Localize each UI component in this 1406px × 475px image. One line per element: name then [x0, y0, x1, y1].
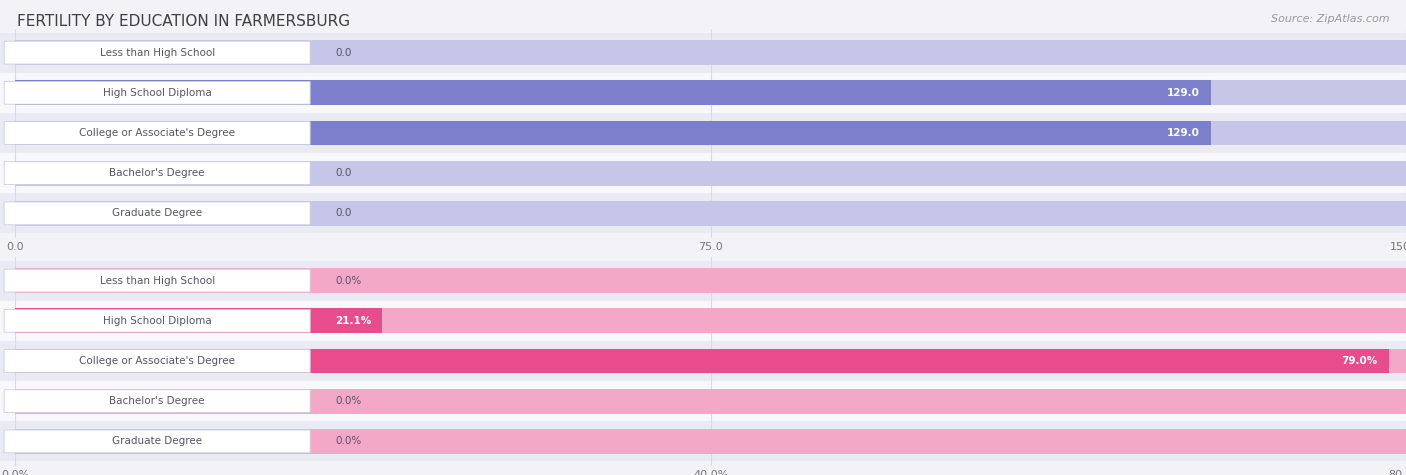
Text: 0.0%: 0.0%	[335, 396, 361, 406]
Text: High School Diploma: High School Diploma	[103, 316, 211, 326]
Bar	[15, 80, 1212, 105]
Text: 21.1%: 21.1%	[335, 316, 371, 326]
Bar	[0, 341, 1406, 381]
FancyBboxPatch shape	[4, 390, 311, 413]
Bar	[0, 381, 1406, 421]
FancyBboxPatch shape	[4, 162, 311, 185]
Text: 0.0: 0.0	[335, 48, 352, 57]
Bar	[0, 73, 1406, 113]
Text: High School Diploma: High School Diploma	[103, 88, 211, 98]
Bar	[15, 121, 1406, 145]
Bar	[15, 80, 1406, 105]
Text: 79.0%: 79.0%	[1341, 356, 1378, 366]
Text: 129.0: 129.0	[1167, 88, 1201, 98]
FancyBboxPatch shape	[4, 81, 311, 104]
Bar	[15, 308, 382, 333]
Text: Source: ZipAtlas.com: Source: ZipAtlas.com	[1271, 14, 1389, 24]
FancyBboxPatch shape	[4, 269, 311, 292]
FancyBboxPatch shape	[4, 202, 311, 225]
Bar	[15, 389, 1406, 414]
Text: 0.0%: 0.0%	[335, 437, 361, 446]
Text: Less than High School: Less than High School	[100, 48, 215, 57]
Text: College or Associate's Degree: College or Associate's Degree	[79, 128, 235, 138]
Text: Less than High School: Less than High School	[100, 276, 215, 285]
Bar	[15, 40, 1406, 65]
Text: Graduate Degree: Graduate Degree	[112, 209, 202, 218]
Text: Bachelor's Degree: Bachelor's Degree	[110, 168, 205, 178]
Bar	[0, 32, 1406, 73]
Bar	[0, 260, 1406, 301]
Text: 0.0%: 0.0%	[335, 276, 361, 285]
Bar	[15, 121, 1212, 145]
FancyBboxPatch shape	[4, 41, 311, 64]
Text: Graduate Degree: Graduate Degree	[112, 437, 202, 446]
FancyBboxPatch shape	[4, 122, 311, 144]
Bar	[15, 349, 1389, 373]
Bar	[0, 193, 1406, 234]
Bar	[15, 161, 1406, 186]
Text: Bachelor's Degree: Bachelor's Degree	[110, 396, 205, 406]
Bar	[15, 201, 1406, 226]
Bar	[15, 349, 1406, 373]
Bar	[15, 308, 1406, 333]
Text: 129.0: 129.0	[1167, 128, 1201, 138]
FancyBboxPatch shape	[4, 309, 311, 332]
Bar	[0, 153, 1406, 193]
Bar	[0, 113, 1406, 153]
Bar	[0, 301, 1406, 341]
Bar	[0, 421, 1406, 462]
Text: 0.0: 0.0	[335, 209, 352, 218]
Bar	[15, 268, 1406, 293]
Text: College or Associate's Degree: College or Associate's Degree	[79, 356, 235, 366]
Bar	[15, 429, 1406, 454]
Text: FERTILITY BY EDUCATION IN FARMERSBURG: FERTILITY BY EDUCATION IN FARMERSBURG	[17, 14, 350, 29]
Text: 0.0: 0.0	[335, 168, 352, 178]
FancyBboxPatch shape	[4, 430, 311, 453]
FancyBboxPatch shape	[4, 350, 311, 372]
